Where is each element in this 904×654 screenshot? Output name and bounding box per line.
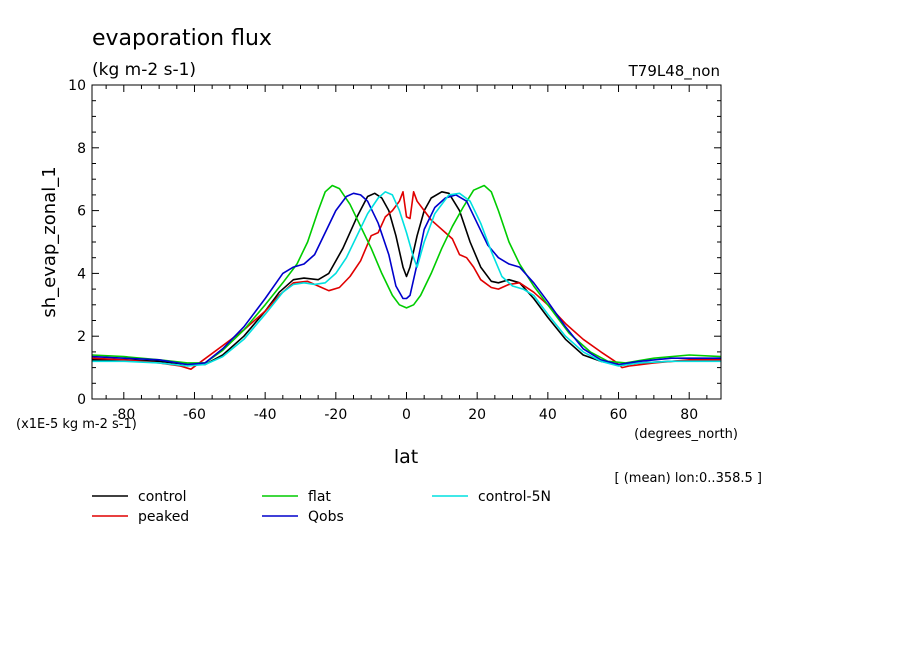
legend-label-flat: flat — [308, 489, 331, 505]
legend-label-control: control — [138, 489, 187, 505]
x-axis-label: lat — [394, 446, 418, 468]
series-line-peaked — [91, 191, 721, 370]
x-tick-label: -20 — [324, 407, 347, 423]
x-tick-label: -40 — [254, 407, 277, 423]
y-scale-note: (x1E-5 kg m-2 s-1) — [16, 417, 137, 432]
x-tick-label: 40 — [539, 407, 557, 423]
y-tick-label: 8 — [77, 141, 86, 157]
y-tick-label: 6 — [77, 204, 86, 220]
x-tick-label: 20 — [468, 407, 486, 423]
footnote-mean-lon: [ (mean) lon:0..358.5 ] — [615, 471, 763, 486]
x-tick-label: 80 — [680, 407, 698, 423]
plot-frame — [91, 84, 722, 400]
legend-label-peaked: peaked — [138, 509, 189, 525]
y-tick-label: 10 — [68, 78, 86, 94]
x-units-label: (degrees_north) — [634, 427, 738, 442]
y-tick-label: 2 — [77, 329, 86, 345]
y-axis-label: sh_evap_zonal_1 — [39, 166, 60, 317]
chart-units-subtitle: (kg m-2 s-1) — [92, 60, 196, 80]
series-line-qobs — [91, 192, 721, 366]
axis-ticks: -80 -60 -40 -20 0 20 40 60 80 0 2 4 6 8 10 — [68, 78, 721, 423]
x-tick-label: 0 — [402, 407, 411, 423]
x-tick-label: -80 — [112, 407, 135, 423]
series-line-flat — [91, 184, 722, 364]
run-label: T79L48_non — [628, 62, 720, 81]
y-tick-label: 0 — [77, 392, 86, 408]
legend-label-qobs: Qobs — [308, 509, 344, 525]
series-line-control-5n — [92, 191, 721, 367]
chart-title: evaporation flux — [92, 26, 272, 51]
x-tick-label: 60 — [610, 407, 628, 423]
legend: control peaked flat Qobs control-5N — [92, 489, 551, 525]
x-tick-label: -60 — [183, 407, 206, 423]
series-lines — [91, 184, 722, 370]
y-tick-label: 4 — [77, 266, 86, 282]
legend-label-control-5n: control-5N — [478, 489, 551, 505]
